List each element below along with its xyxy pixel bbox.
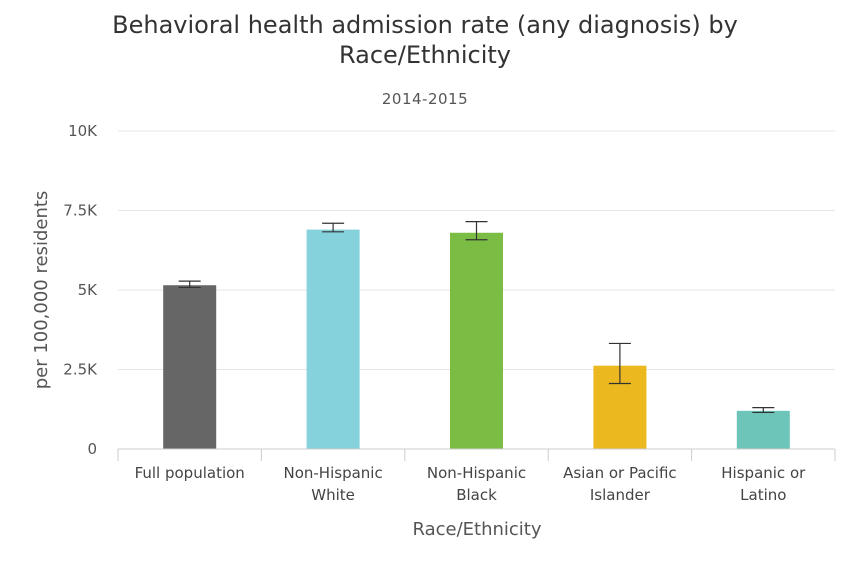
x-tick-label: Latino	[740, 486, 786, 504]
x-tick-label: Full population	[135, 464, 245, 482]
bar	[306, 229, 360, 449]
y-tick-label: 7.5K	[63, 202, 98, 220]
x-tick-label: Non-Hispanic	[427, 464, 526, 482]
y-tick-label: 0	[87, 440, 97, 458]
chart-subtitle: 2014-2015	[382, 90, 468, 108]
bar	[163, 285, 217, 449]
chart-title-line-1: Behavioral health admission rate (any di…	[112, 11, 738, 39]
bars	[163, 221, 790, 449]
y-axis-title: per 100,000 residents	[31, 191, 52, 390]
x-tick-label: Non-Hispanic	[283, 464, 382, 482]
bar	[736, 410, 790, 449]
y-tick-label: 5K	[78, 281, 99, 299]
x-tick-label: White	[311, 486, 355, 504]
bar	[450, 232, 503, 449]
x-tick-label: Black	[456, 486, 497, 504]
y-tick-label: 2.5K	[63, 361, 98, 379]
x-axis-title: Race/Ethnicity	[412, 519, 541, 540]
gridlines: 0 2.5K 5K 7.5K 10K	[63, 122, 835, 458]
y-tick-label: 10K	[68, 122, 98, 140]
x-axis: Full population Non-Hispanic White Non-Hisp…	[117, 448, 836, 504]
x-tick-label: Asian or Pacific	[563, 464, 677, 482]
x-tick-label: Hispanic or	[721, 464, 806, 482]
x-tick-label: Islander	[590, 486, 651, 504]
chart-title-line-2: Race/Ethnicity	[339, 41, 511, 69]
